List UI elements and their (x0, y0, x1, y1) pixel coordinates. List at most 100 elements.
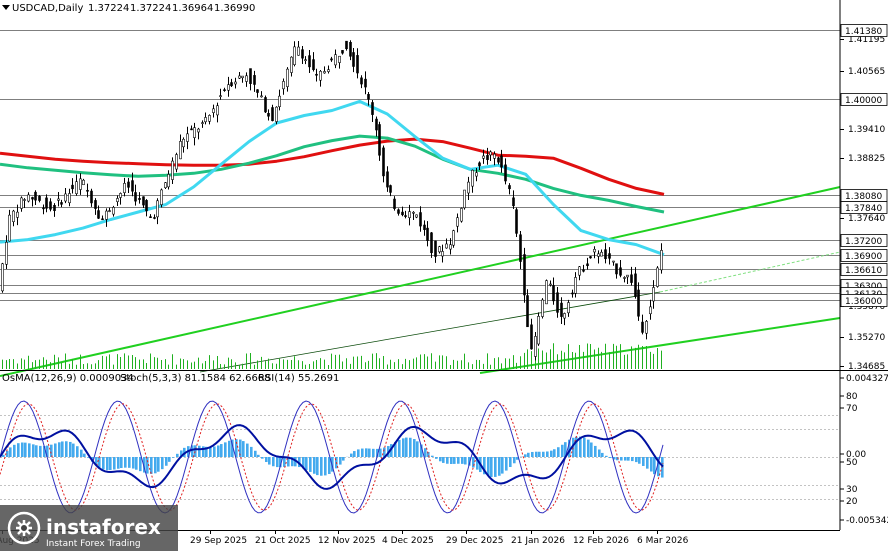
osma-bar (372, 448, 375, 457)
oscillator-header: OsMA(12,26,9) 0.0009034 Stoch(5,3,3) 81.… (2, 373, 339, 384)
candle-body (134, 192, 137, 202)
price-tick-label: 1.39410 (848, 125, 885, 135)
candle-body (27, 194, 30, 202)
osma-bar (487, 457, 490, 477)
osma-bar (109, 457, 112, 471)
osma-bar (527, 452, 530, 457)
candle-body (389, 185, 392, 193)
osc-tick-label: -0.0053425 (846, 516, 888, 526)
candle-body (223, 89, 226, 91)
candle-body (241, 75, 244, 79)
instaforex-logo: instaforex Instant Forex Trading (0, 505, 178, 551)
osma-bar (405, 437, 408, 457)
osma-bar (446, 457, 449, 464)
osma-bar (587, 439, 590, 457)
candle-body (131, 180, 134, 192)
candle-body (53, 205, 56, 211)
candle-body (660, 250, 663, 271)
osma-bar (191, 445, 194, 457)
candle-body (16, 211, 19, 218)
price-level-tag (840, 93, 888, 106)
osma-bar (69, 441, 72, 457)
osma-bar (557, 447, 560, 457)
rsi-label: RSI(14) 55.2691 (258, 373, 339, 384)
osma-bar (194, 445, 197, 457)
osma-bar (2, 454, 5, 457)
candle-body (278, 95, 281, 107)
price-pane[interactable]: USDCAD,Daily 1.37224 1.37224 1.36964 1.3… (0, 0, 841, 377)
candle-body (301, 49, 304, 59)
candle-body (404, 215, 407, 217)
logo-tagline: Instant Forex Trading (46, 539, 141, 549)
candle-body (201, 122, 204, 124)
date-label: 6 Mar 2026 (637, 536, 689, 546)
candle-body (49, 201, 52, 210)
collapse-arrow-icon[interactable] (2, 5, 10, 10)
candle-body (31, 197, 34, 200)
candle-body (64, 193, 67, 202)
osma-bar (228, 440, 231, 457)
osma-bar (583, 437, 586, 457)
candle-body (419, 212, 422, 227)
candle-body (349, 42, 352, 57)
candle-body (549, 283, 552, 286)
candle-body (471, 169, 474, 187)
osma-bar (139, 457, 142, 472)
osma-bar (468, 457, 471, 466)
upper-channel-trendline (0, 186, 841, 377)
osma-bar (635, 457, 638, 463)
candle-body (500, 155, 503, 168)
osma-bar (168, 457, 171, 462)
osma-bar (650, 457, 653, 472)
candle-body (175, 154, 178, 170)
candle-body (179, 141, 182, 160)
osma-bar (561, 444, 564, 457)
osma-bar (313, 457, 316, 474)
osma-bar (83, 453, 86, 457)
date-label: 12 Nov 2025 (318, 536, 376, 546)
candle-body (57, 198, 60, 201)
candle-body (386, 171, 389, 188)
osma-bar (217, 445, 220, 457)
osma-bar (531, 451, 534, 457)
osma-bar (535, 451, 538, 457)
osma-bar (261, 457, 264, 459)
candle-body (319, 71, 322, 81)
candle-body (105, 210, 108, 220)
osma-bar (564, 442, 567, 457)
lower-channel-trendline (479, 317, 841, 374)
price-tick-label: 1.34685 (848, 362, 885, 372)
candle-body (378, 124, 381, 156)
osma-bar (427, 452, 430, 457)
osma-bar (431, 455, 434, 457)
candle-body (190, 128, 193, 131)
osma-bar (638, 457, 641, 464)
osma-bar (501, 457, 504, 474)
candle-body (216, 105, 219, 116)
moving-average-line (0, 99, 665, 257)
oscillator-pane[interactable]: OsMA(12,26,9) 0.0009034 Stoch(5,3,3) 81.… (0, 373, 888, 526)
osma-bar (590, 442, 593, 457)
candle-body (556, 292, 559, 313)
candle-body (371, 102, 374, 115)
osma-bar (309, 457, 312, 472)
candle-body (86, 189, 89, 192)
trendlines[interactable] (0, 186, 841, 377)
candle-body (338, 55, 341, 63)
candle-body (42, 207, 45, 210)
price-level-label: 1.36610 (845, 266, 882, 276)
candle-body (138, 198, 141, 200)
date-label: 29 Sep 2025 (190, 536, 247, 546)
osma-bar (320, 457, 323, 476)
candle-body (426, 227, 429, 241)
osma-bar (106, 457, 109, 471)
candle-body (127, 181, 130, 188)
osma-bar (24, 442, 27, 457)
candle-body (234, 81, 237, 85)
osma-bar (65, 441, 68, 457)
candle-body (604, 249, 607, 260)
candle-body (645, 321, 648, 334)
candle-body (467, 181, 470, 194)
candle-body (393, 198, 396, 209)
osma-bar (117, 457, 120, 469)
